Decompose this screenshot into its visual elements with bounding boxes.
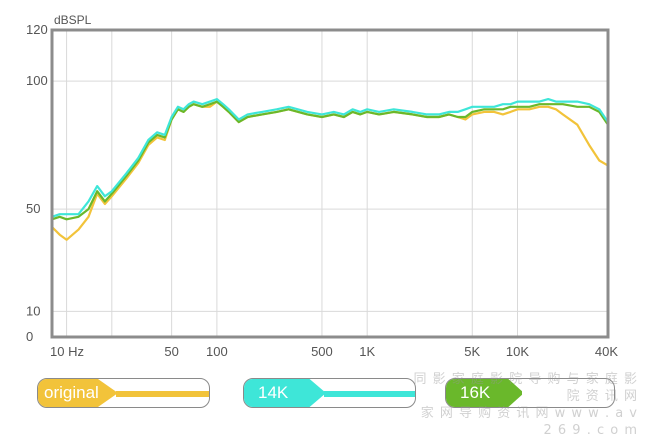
watermark-line-1: 同 影 家 庭 影 院 导 购 与 家 庭 影 院 资 讯 网 (413, 372, 638, 404)
legend-original-label: original (38, 379, 118, 407)
legend-original[interactable]: original (37, 378, 210, 408)
legend-14k[interactable]: 14K (243, 378, 416, 408)
legend-14k-swatch (324, 391, 415, 397)
watermark: 同 影 家 庭 影 院 导 购 与 家 庭 影 院 资 讯 网 家 网 导 购 … (408, 371, 638, 439)
x-tick-label: 5K (464, 344, 480, 359)
x-tick-label: 100 (206, 344, 228, 359)
watermark-line-2: 家 网 导 购 资 讯 网 w w w . a v 2 6 9 . c o m (420, 406, 638, 438)
legend-16k-label: 16K (446, 379, 524, 407)
plot-frame (50, 28, 610, 339)
x-tick-label: 1K (359, 344, 375, 359)
y-tick-label: 50 (26, 201, 40, 216)
x-tick-labels: 10 Hz 50 100 500 1K 5K 10K 40K (50, 344, 618, 359)
grid-lines (52, 30, 608, 337)
y-tick-label: 100 (26, 73, 48, 88)
x-tick-label: 10K (506, 344, 529, 359)
series-line-original (51, 100, 609, 241)
x-tick-label: 50 (164, 344, 178, 359)
x-tick-label: 10 Hz (50, 344, 84, 359)
x-tick-label: 500 (311, 344, 333, 359)
y-tick-label: 0 (26, 329, 33, 344)
legend-14k-label: 14K (244, 379, 326, 407)
y-tick-label: 120 (26, 22, 48, 37)
series-line-16k (51, 100, 609, 221)
legend-16k-swatch (522, 391, 614, 397)
y-tick-label: 10 (26, 303, 40, 318)
series-line-14k (51, 98, 609, 218)
legend-16k[interactable]: 16K (445, 378, 615, 408)
legend-original-swatch (116, 391, 209, 397)
y-axis-label: dBSPL (54, 13, 92, 27)
x-tick-label: 40K (595, 344, 618, 359)
series-lines (51, 98, 609, 241)
